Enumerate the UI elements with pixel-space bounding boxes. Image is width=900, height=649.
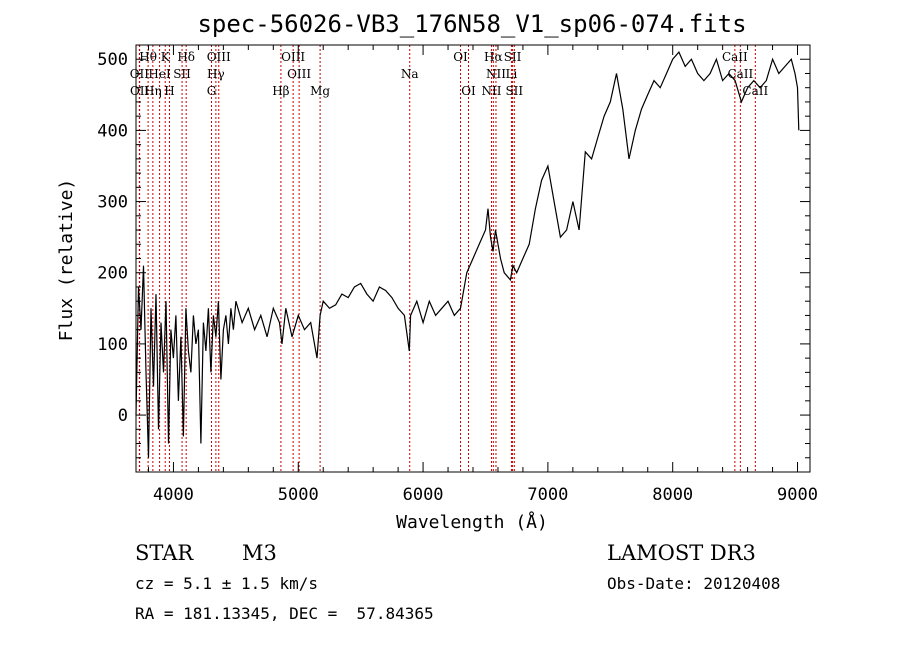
y-axis-ticks: 0 100 200 300 400 500: [97, 44, 810, 473]
spectral-line-label: Hη: [144, 84, 162, 98]
y-tick-label: 400: [97, 121, 128, 141]
survey-label: LAMOST DR3: [607, 541, 756, 565]
spectral-line-label: Na: [401, 67, 419, 81]
y-tick-label: 300: [97, 193, 128, 213]
spectral-line-label: OII: [130, 84, 150, 98]
x-tick-label: 7000: [527, 485, 568, 505]
spectral-line-label: CaII: [727, 67, 753, 81]
spectral-line-label: K: [161, 50, 171, 64]
spectral-line-label: CaII: [742, 84, 768, 98]
spectral-line-label: Hα: [484, 50, 503, 64]
spectral-line-label: CaII: [722, 50, 748, 64]
spectral-line-label: Hδ: [177, 50, 195, 64]
spectral-line-label: OI: [453, 50, 468, 64]
chart-title: spec-56026-VB3_176N58_V1_sp06-074.fits: [197, 10, 746, 38]
coordinates-text: RA = 181.13345, DEC = 57.84365: [135, 604, 434, 623]
spectral-line-label: Mg: [310, 84, 330, 98]
spectral-line-label: Hθ: [139, 50, 157, 64]
y-tick-label: 0: [118, 406, 128, 426]
x-tick-label: 6000: [403, 485, 444, 505]
obs-date-text: Obs-Date: 20120408: [607, 574, 781, 593]
object-class: STAR: [135, 541, 194, 565]
spectral-line-label: SII: [173, 67, 191, 81]
x-axis-ticks: 4000 5000 6000 7000 8000 9000: [147, 45, 818, 505]
x-tick-label: 8000: [652, 485, 693, 505]
x-tick-label: 5000: [278, 485, 319, 505]
x-tick-label: 9000: [777, 485, 818, 505]
spectral-line-label: OIII: [287, 67, 311, 81]
spectrum-line: [135, 50, 800, 458]
y-tick-label: 100: [97, 335, 128, 355]
y-tick-label: 200: [97, 264, 128, 284]
object-subclass: M3: [242, 541, 277, 565]
spectral-line-label: Hγ: [207, 67, 225, 81]
spectral-line-label: SII: [505, 84, 523, 98]
y-tick-label: 500: [97, 50, 128, 70]
spectral-line-label: G: [207, 84, 217, 98]
spectral-line-label: NII: [481, 84, 501, 98]
redshift-text: cz = 5.1 ± 1.5 km/s: [135, 574, 319, 593]
spectral-line-label: Hβ: [272, 84, 289, 98]
spectral-line-label: H: [164, 84, 174, 98]
spectral-line-label: NII: [486, 67, 506, 81]
spectral-line-label: OII: [130, 67, 150, 81]
spectral-line-markers: [138, 45, 756, 472]
spectral-line-label: OIII: [281, 50, 305, 64]
spectral-line-label: OI: [461, 84, 476, 98]
x-axis-label: Wavelength (Å): [396, 511, 548, 533]
spectral-line-label: Li: [506, 67, 518, 81]
spectral-line-label: OIII: [207, 50, 231, 64]
y-axis-label: Flux (relative): [56, 179, 77, 342]
x-tick-label: 4000: [153, 485, 194, 505]
spectral-line-label: SII: [504, 50, 522, 64]
spectral-line-label: HeI: [148, 67, 171, 81]
